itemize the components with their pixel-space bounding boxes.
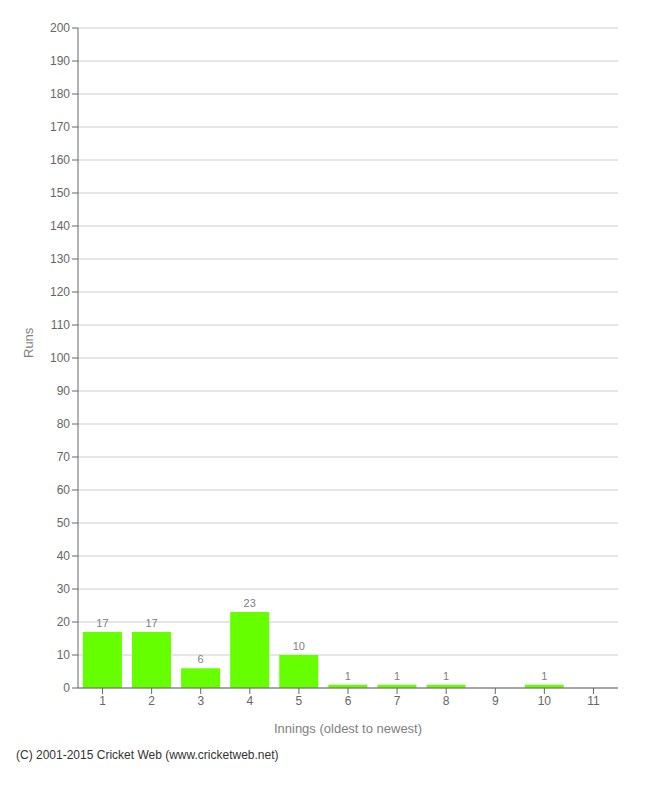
svg-text:8: 8 bbox=[443, 694, 450, 708]
svg-text:180: 180 bbox=[50, 87, 70, 101]
svg-text:1: 1 bbox=[345, 670, 351, 682]
svg-text:2: 2 bbox=[148, 694, 155, 708]
svg-text:10: 10 bbox=[57, 648, 71, 662]
svg-text:40: 40 bbox=[57, 549, 71, 563]
svg-text:110: 110 bbox=[51, 318, 70, 332]
svg-text:1: 1 bbox=[541, 670, 547, 682]
svg-text:190: 190 bbox=[50, 54, 70, 68]
svg-text:20: 20 bbox=[57, 615, 71, 629]
svg-text:90: 90 bbox=[57, 384, 71, 398]
svg-text:130: 130 bbox=[50, 252, 70, 266]
svg-text:10: 10 bbox=[293, 640, 305, 652]
svg-text:1: 1 bbox=[394, 670, 400, 682]
svg-text:0: 0 bbox=[63, 681, 70, 695]
svg-text:150: 150 bbox=[50, 186, 70, 200]
svg-text:170: 170 bbox=[50, 120, 70, 134]
html-text:(C) 2001-2015 Cricket Web (www: (C) 2001-2015 Cricket Web (www.cricketwe… bbox=[16, 748, 279, 762]
svg-text:23: 23 bbox=[244, 597, 256, 609]
svg-text:4: 4 bbox=[246, 694, 253, 708]
svg-text:140: 140 bbox=[50, 219, 70, 233]
svg-text:11: 11 bbox=[587, 694, 600, 708]
svg-text:120: 120 bbox=[50, 285, 70, 299]
svg-text:3: 3 bbox=[197, 694, 204, 708]
svg-text:9: 9 bbox=[492, 694, 499, 708]
svg-text:Innings (oldest to newest): Innings (oldest to newest) bbox=[274, 721, 422, 736]
svg-text:7: 7 bbox=[394, 694, 401, 708]
svg-text:1: 1 bbox=[99, 694, 106, 708]
svg-text:200: 200 bbox=[50, 21, 70, 35]
svg-text:30: 30 bbox=[57, 582, 71, 596]
svg-text:160: 160 bbox=[50, 153, 70, 167]
svg-text:17: 17 bbox=[96, 617, 108, 629]
svg-text:5: 5 bbox=[296, 694, 303, 708]
svg-text:70: 70 bbox=[57, 450, 71, 464]
svg-text:60: 60 bbox=[57, 483, 71, 497]
svg-text:10: 10 bbox=[538, 694, 552, 708]
svg-text:80: 80 bbox=[57, 417, 71, 431]
svg-text:17: 17 bbox=[145, 617, 157, 629]
svg-text:6: 6 bbox=[345, 694, 352, 708]
svg-text:Runs: Runs bbox=[21, 327, 36, 358]
svg-text:100: 100 bbox=[50, 351, 70, 365]
svg-text:50: 50 bbox=[57, 516, 71, 530]
svg-text:1: 1 bbox=[443, 670, 449, 682]
svg-text:6: 6 bbox=[198, 653, 204, 665]
